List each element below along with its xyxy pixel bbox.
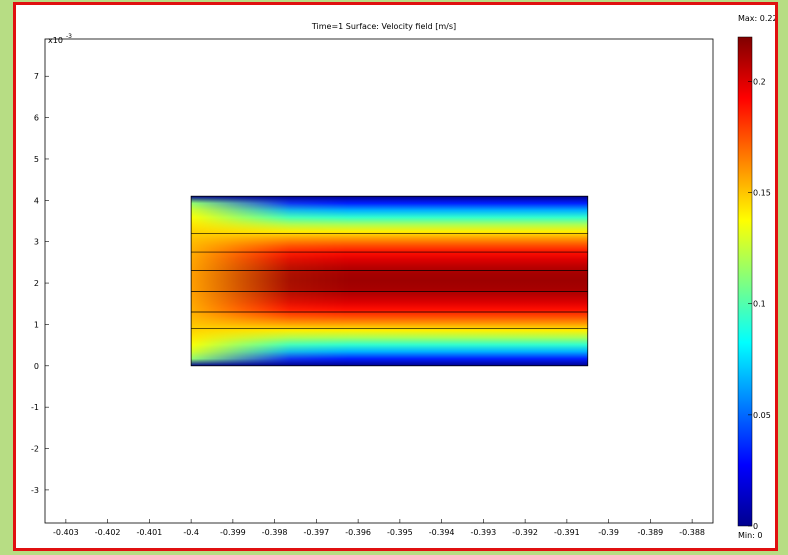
- x-tick-label: -0.399: [220, 528, 246, 537]
- y-tick-label: 4: [34, 196, 39, 205]
- x-axis: -0.403 -0.402 -0.401 -0.4 -0.399 -0.398 -0.397…: [53, 519, 705, 537]
- y-tick-label: -3: [31, 486, 39, 495]
- colorbar-max-label: Max: 0.22: [738, 14, 775, 23]
- y-tick-label: -2: [31, 445, 39, 454]
- x-tick-label: -0.401: [136, 528, 162, 537]
- plot-title: Time=1 Surface: Velocity field [m/s]: [311, 22, 456, 31]
- x-tick-label: -0.389: [637, 528, 663, 537]
- colorbar-tick-label: 0.1: [753, 300, 766, 309]
- y-tick-label: 2: [34, 279, 39, 288]
- x-tick-label: -0.392: [512, 528, 538, 537]
- x-tick-label: -0.4: [183, 528, 199, 537]
- x-tick-label: -0.388: [679, 528, 705, 537]
- y-tick-label: 1: [34, 320, 39, 329]
- x-tick-label: -0.396: [345, 528, 371, 537]
- x-tick-label: -0.397: [303, 528, 329, 537]
- y-tick-label: -1: [31, 403, 39, 412]
- colorbar-tick-label: 0.05: [753, 411, 771, 420]
- y-scale-exponent: -3: [66, 33, 72, 40]
- y-axis: 7 6 5 4 3 2 1 0 -1 -2 -3: [31, 72, 49, 495]
- channel-domain: [190, 195, 589, 367]
- x-tick-label: -0.403: [53, 528, 79, 537]
- y-scale-label: x10: [48, 36, 63, 45]
- colorbar-tick-label: 0: [753, 522, 758, 531]
- x-tick-label: -0.39: [598, 528, 619, 537]
- y-tick-label: 5: [34, 155, 39, 164]
- x-tick-label: -0.402: [95, 528, 121, 537]
- x-tick-label: -0.393: [470, 528, 496, 537]
- x-tick-label: -0.391: [554, 528, 580, 537]
- colorbar-gradient: [737, 36, 753, 527]
- colorbar-min-label: Min: 0: [738, 531, 763, 540]
- figure-window: Time=1 Surface: Velocity field [m/s] x10…: [13, 2, 778, 551]
- colorbar-tick-label: 0.2: [753, 77, 766, 86]
- x-tick-label: -0.398: [262, 528, 288, 537]
- y-tick-label: 0: [34, 362, 39, 371]
- colorbar: 0.2 0.15 0.1 0.05 0: [737, 36, 771, 531]
- x-tick-label: -0.395: [387, 528, 413, 537]
- colorbar-tick-label: 0.15: [753, 189, 771, 198]
- y-tick-label: 6: [34, 114, 39, 123]
- channel-boundary: [190, 195, 589, 367]
- velocity-surface-plot: Time=1 Surface: Velocity field [m/s] x10…: [31, 14, 775, 540]
- y-tick-label: 3: [34, 238, 39, 247]
- y-tick-label: 7: [34, 72, 39, 81]
- velocity-field-inlet: [191, 196, 588, 366]
- x-tick-label: -0.394: [429, 528, 455, 537]
